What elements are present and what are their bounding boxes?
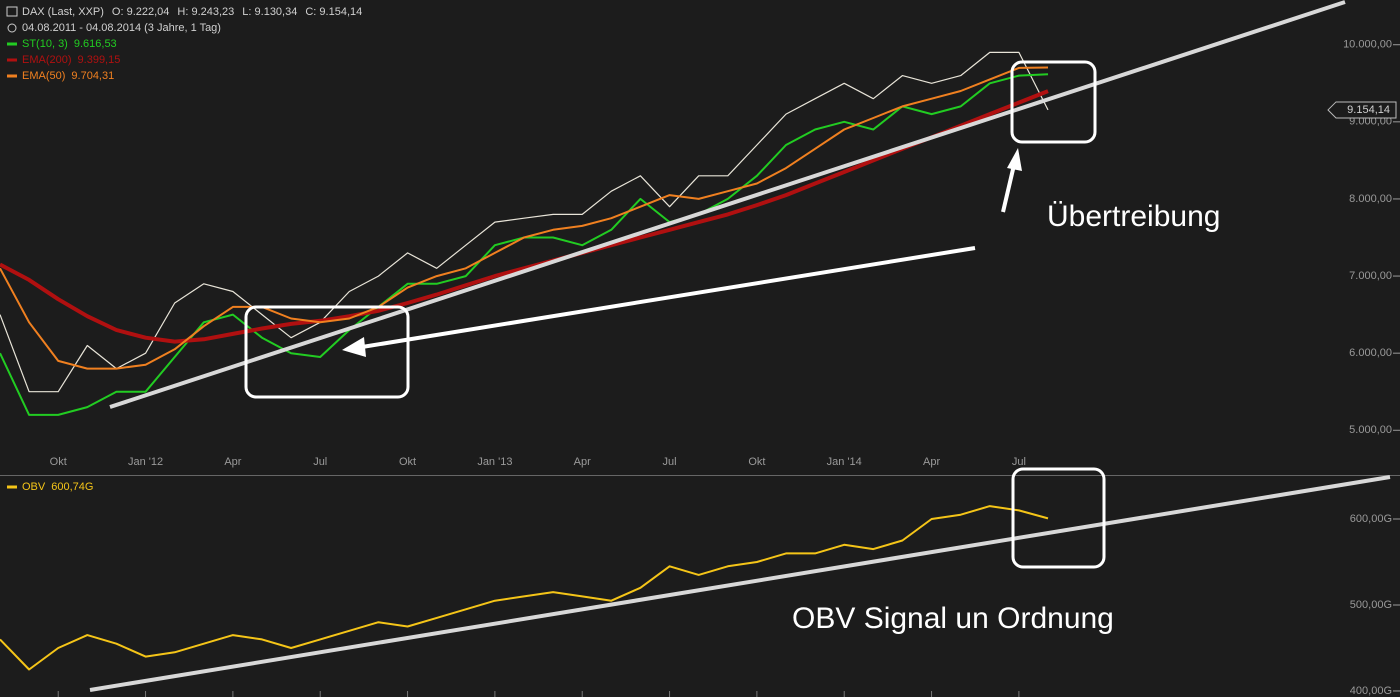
x-tick-label: Apr	[224, 456, 241, 468]
series-line	[0, 51, 1049, 393]
legend-entry: OBV 600,74G	[22, 481, 93, 493]
highlight-box	[244, 305, 410, 399]
highlight-box	[1010, 60, 1097, 144]
y-tick-label: 500,00G	[1350, 599, 1392, 611]
y-tick-label: 8.000,00	[1349, 193, 1392, 205]
legend-value: 9.704,31	[71, 70, 114, 82]
arrow-line	[1001, 164, 1016, 213]
legend-entry: EMA(200) 9.399,15	[22, 54, 120, 66]
date-range: 04.08.2011 - 04.08.2014 (3 Jahre, 1 Tag)	[22, 22, 221, 34]
x-tick-label: Okt	[748, 456, 765, 468]
y-tick-label: 600,00G	[1350, 513, 1392, 525]
arrow-head	[1007, 148, 1022, 171]
y-tick-label: 400,00G	[1350, 685, 1392, 697]
ohlc-value: H: 9.243,23	[177, 6, 234, 18]
legend-name: OBV	[22, 481, 46, 493]
legend-value: 9.616,53	[74, 38, 117, 50]
ohlc-value: C: 9.154,14	[305, 6, 362, 18]
chart-icon	[6, 6, 18, 17]
x-tick-label: Apr	[923, 456, 940, 468]
x-tick-label: Jan '13	[477, 456, 512, 468]
legend-value: 600,74G	[51, 481, 93, 493]
ohlc-value: L: 9.130,34	[242, 6, 297, 18]
x-tick-label: Jul	[1012, 456, 1026, 468]
y-tick-label: 6.000,00	[1349, 347, 1392, 359]
legend-name: ST(10, 3)	[22, 38, 68, 50]
y-tick-label: 5.000,00	[1349, 424, 1392, 436]
trend-line	[89, 475, 1391, 692]
chart-header: DAX (Last, XXP) O: 9.222,04 H: 9.243,23 L: …	[22, 6, 362, 18]
x-tick-label: Jul	[663, 456, 677, 468]
series-line	[0, 505, 1049, 671]
price-marker-label: 9.154,14	[1347, 104, 1390, 116]
arrow-line	[361, 246, 976, 349]
plot: DAX (Last, XXP) O: 9.222,04 H: 9.243,23 L: …	[0, 6, 1400, 697]
legend-name: EMA(50)	[22, 70, 65, 82]
legend-entry: EMA(50) 9.704,31	[22, 70, 114, 82]
annotation: Übertreibung	[1047, 200, 1220, 233]
clock-icon	[7, 23, 17, 33]
x-tick-label: Okt	[50, 456, 67, 468]
y-tick-label: 10.000,00	[1343, 39, 1392, 51]
y-tick-label: 9.000,00	[1349, 116, 1392, 128]
y-tick-label: 7.000,00	[1349, 270, 1392, 282]
x-tick-label: Jul	[313, 456, 327, 468]
legend-entry: ST(10, 3) 9.616,53	[22, 38, 117, 50]
x-tick-label: Okt	[399, 456, 416, 468]
trend-line	[109, 0, 1346, 409]
annotation: OBV Signal un Ordnung	[792, 602, 1114, 635]
series-line	[0, 89, 1049, 344]
instrument: DAX (Last, XXP)	[22, 6, 104, 18]
price-marker	[1327, 101, 1397, 119]
series-line	[0, 66, 1049, 370]
x-tick-label: Apr	[574, 456, 591, 468]
x-tick-label: Jan '14	[827, 456, 862, 468]
annotation-shapes	[89, 0, 1391, 692]
x-tick-label: Jan '12	[128, 456, 163, 468]
arrow-head	[342, 337, 366, 357]
ohlc-value: O: 9.222,04	[112, 6, 170, 18]
highlight-box	[1011, 467, 1106, 569]
legend-value: 9.399,15	[78, 54, 121, 66]
legend-name: EMA(200)	[22, 54, 72, 66]
